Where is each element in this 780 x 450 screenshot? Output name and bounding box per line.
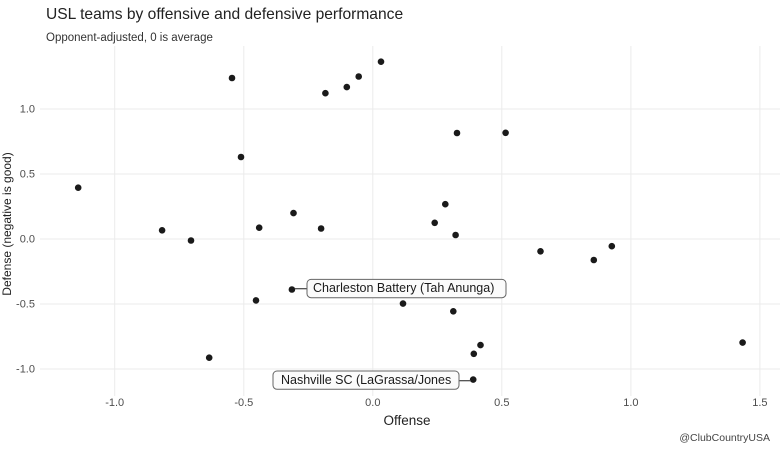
svg-text:1.5: 1.5 [752,397,767,409]
svg-text:0.0: 0.0 [20,234,35,246]
svg-text:Nashville SC (LaGrassa/Jones: Nashville SC (LaGrassa/Jones [281,373,451,387]
svg-text:-0.5: -0.5 [16,299,35,311]
svg-text:Offense: Offense [383,413,430,428]
svg-text:Defense (negative is good): Defense (negative is good) [0,152,14,295]
svg-text:-1.0: -1.0 [105,397,124,409]
svg-text:0.0: 0.0 [365,397,380,409]
svg-text:1.0: 1.0 [20,104,35,116]
svg-text:0.5: 0.5 [20,169,35,181]
svg-text:0.5: 0.5 [494,397,509,409]
svg-text:1.0: 1.0 [623,397,638,409]
svg-text:-0.5: -0.5 [234,397,253,409]
svg-text:-1.0: -1.0 [16,364,35,376]
svg-text:Charleston Battery (Tah Anunga: Charleston Battery (Tah Anunga) [313,281,494,295]
